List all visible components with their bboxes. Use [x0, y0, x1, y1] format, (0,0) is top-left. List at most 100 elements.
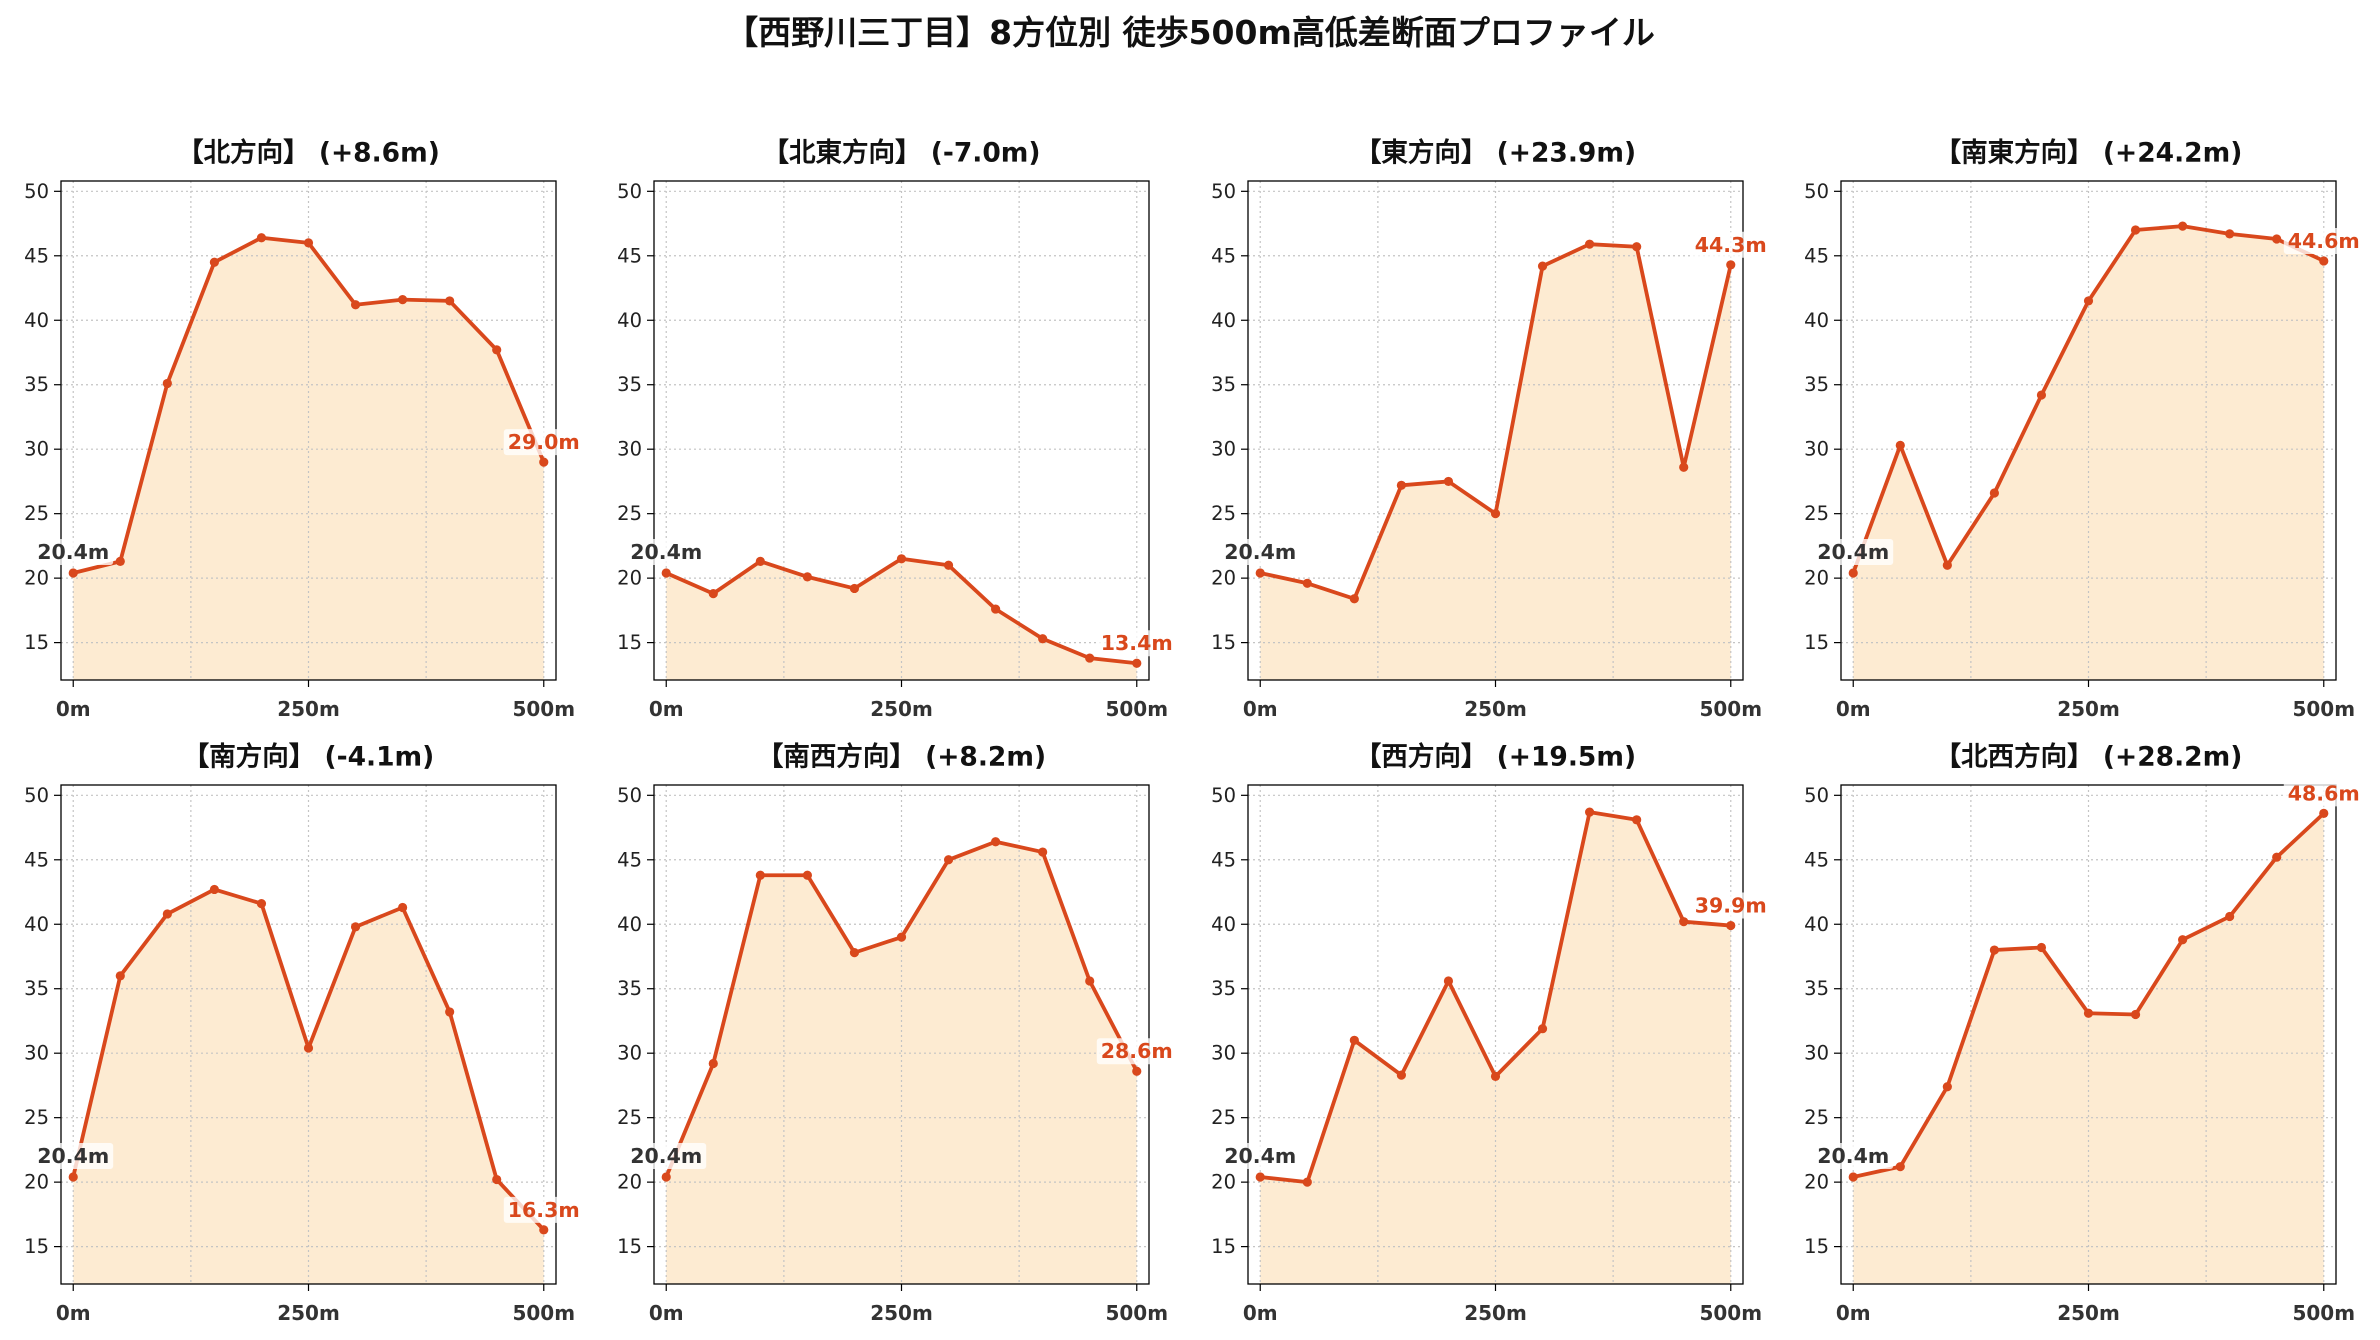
- y-tick-label: 40: [24, 309, 49, 332]
- data-point: [1632, 815, 1642, 825]
- start-elevation-label-text: 20.4m: [1817, 1144, 1889, 1168]
- y-tick-label: 20: [24, 567, 49, 590]
- x-tick-label: 500m: [2292, 697, 2355, 721]
- subplot-title: 【北東方向】 (-7.0m): [762, 138, 1040, 169]
- y-tick-label: 45: [617, 848, 642, 871]
- x-tick-label: 500m: [2292, 1301, 2355, 1325]
- data-point: [1585, 239, 1595, 249]
- data-point: [755, 556, 765, 566]
- data-point: [445, 296, 455, 306]
- elevation-area: [666, 841, 1137, 1284]
- data-point: [661, 1172, 671, 1182]
- y-tick-label: 30: [1211, 1042, 1236, 1065]
- data-point: [350, 300, 361, 310]
- data-point: [115, 971, 125, 981]
- data-point: [1726, 920, 1736, 931]
- y-tick-label: 25: [1211, 1106, 1236, 1129]
- x-tick-label: 0m: [649, 1301, 684, 1325]
- end-elevation-label-background: [1690, 892, 1771, 919]
- data-point: [661, 568, 671, 578]
- y-tick-label: 15: [1211, 1235, 1236, 1258]
- start-elevation-label-background: [33, 1142, 114, 1169]
- subplot-title: 【南西方向】 (+8.2m): [757, 742, 1046, 773]
- data-point: [1132, 658, 1142, 668]
- x-tick-label: 0m: [649, 697, 684, 721]
- y-tick-label: 35: [617, 373, 642, 396]
- figure-title: 【西野川三丁目】8方位別 徒歩500m高低差断面プロファイル: [725, 13, 1655, 52]
- data-point: [2130, 225, 2141, 235]
- y-tick-label: 15: [617, 631, 642, 654]
- y-tick-label: 25: [1804, 502, 1829, 525]
- data-point: [1989, 945, 1999, 955]
- y-tick-label: 30: [1804, 1042, 1829, 1065]
- data-point: [2130, 1009, 2141, 1020]
- data-point: [2178, 221, 2188, 231]
- start-elevation-label-text: 20.4m: [37, 540, 109, 564]
- data-point: [1895, 1162, 1905, 1172]
- data-point: [1679, 917, 1689, 927]
- data-point: [398, 902, 408, 913]
- y-tick-label: 35: [24, 373, 49, 396]
- data-point: [1396, 480, 1406, 490]
- data-point: [1349, 594, 1359, 604]
- y-tick-label: 15: [24, 1235, 49, 1258]
- y-tick-label: 45: [24, 848, 49, 871]
- data-point: [2225, 911, 2235, 922]
- y-tick-label: 30: [24, 438, 49, 461]
- data-point: [1302, 1177, 1312, 1187]
- start-elevation-label: 20.4m: [626, 1142, 707, 1169]
- end-elevation-label-text: 39.9m: [1695, 894, 1767, 918]
- data-point: [115, 556, 125, 566]
- y-tick-label: 25: [1804, 1106, 1829, 1129]
- y-tick-label: 30: [617, 438, 642, 461]
- x-tick-label: 500m: [1105, 1301, 1168, 1325]
- y-tick-label: 40: [1211, 309, 1236, 332]
- y-tick-label: 40: [1804, 309, 1829, 332]
- data-point: [943, 855, 954, 865]
- data-point: [1132, 1066, 1142, 1076]
- y-tick-label: 20: [1804, 1171, 1829, 1194]
- subplot-title: 【南東方向】 (+24.2m): [1935, 138, 2243, 169]
- end-elevation-label: 44.3m: [1690, 231, 1771, 258]
- data-point: [209, 884, 219, 895]
- start-elevation-label-text: 20.4m: [1817, 540, 1889, 564]
- start-elevation-label: 20.4m: [1813, 1142, 1894, 1169]
- y-tick-label: 30: [24, 1042, 49, 1065]
- data-point: [1679, 462, 1689, 472]
- subplot-title: 【南方向】 (-4.1m): [183, 742, 435, 773]
- data-point: [943, 560, 954, 570]
- data-point: [256, 233, 267, 243]
- y-tick-label: 50: [617, 784, 642, 807]
- y-tick-label: 45: [1211, 244, 1236, 267]
- y-tick-label: 25: [24, 502, 49, 525]
- start-elevation-label-text: 20.4m: [37, 1144, 109, 1168]
- y-tick-label: 35: [617, 977, 642, 1000]
- end-elevation-label: 44.6m: [2283, 227, 2364, 254]
- end-elevation-label-text: 48.6m: [2288, 781, 2360, 805]
- data-point: [1942, 560, 1952, 570]
- data-point: [1490, 1071, 1501, 1082]
- x-tick-label: 250m: [1464, 697, 1527, 721]
- end-elevation-label-background: [503, 429, 584, 456]
- x-tick-label: 0m: [56, 1301, 91, 1325]
- start-elevation-label-text: 20.4m: [1224, 1144, 1296, 1168]
- end-elevation-label-background: [503, 1196, 584, 1223]
- x-tick-label: 500m: [512, 697, 575, 721]
- data-point: [2083, 296, 2094, 306]
- elevation-area: [1260, 812, 1731, 1284]
- subplot-title: 【西方向】 (+19.5m): [1355, 742, 1636, 773]
- x-tick-label: 250m: [277, 697, 340, 721]
- x-tick-label: 500m: [512, 1301, 575, 1325]
- data-point: [539, 1225, 549, 1235]
- data-point: [1443, 476, 1454, 487]
- data-point: [492, 345, 502, 355]
- start-elevation-label: 20.4m: [1220, 1142, 1301, 1169]
- y-tick-label: 20: [617, 1171, 642, 1194]
- y-tick-label: 50: [1211, 784, 1236, 807]
- start-elevation-label: 20.4m: [33, 538, 114, 565]
- data-point: [991, 604, 1001, 614]
